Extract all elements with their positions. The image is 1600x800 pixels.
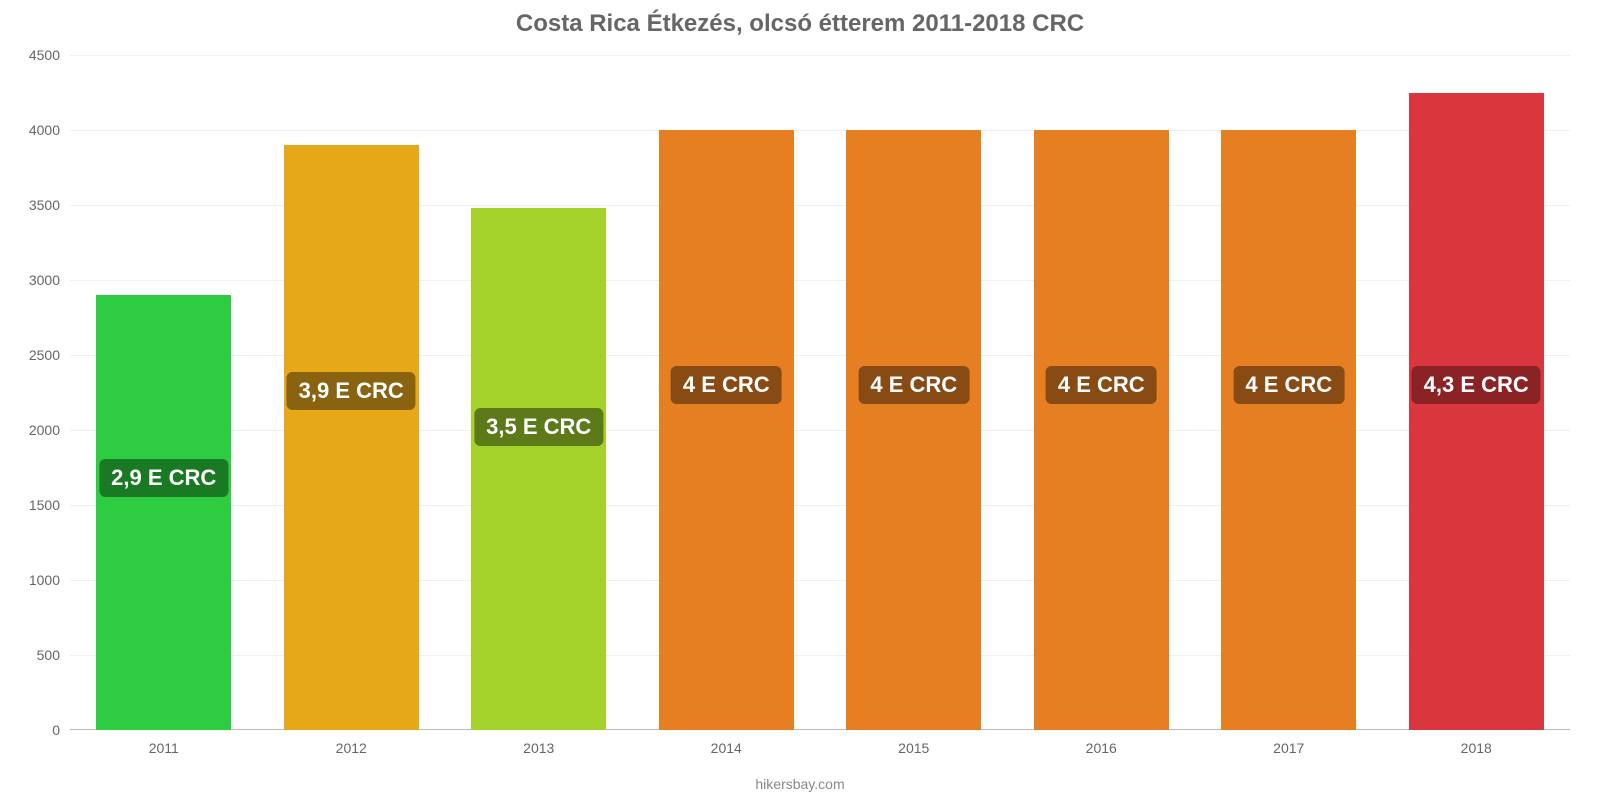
- x-tick-label: 2018: [1461, 730, 1492, 756]
- x-tick-label: 2017: [1273, 730, 1304, 756]
- y-tick-label: 3000: [29, 272, 70, 288]
- y-tick-label: 0: [52, 722, 70, 738]
- bar-value-label: 2,9 E CRC: [99, 459, 228, 497]
- x-tick-label: 2013: [523, 730, 554, 756]
- x-tick-label: 2015: [898, 730, 929, 756]
- bar: [96, 295, 231, 730]
- bar: [659, 130, 794, 730]
- bar-value-label: 4 E CRC: [671, 366, 782, 404]
- grid-line: [70, 55, 1570, 56]
- bar-chart: Costa Rica Étkezés, olcsó étterem 2011-2…: [0, 0, 1600, 800]
- x-tick-label: 2014: [711, 730, 742, 756]
- y-tick-label: 3500: [29, 197, 70, 213]
- attribution-text: hikersbay.com: [0, 776, 1600, 792]
- bar-value-label: 4 E CRC: [1233, 366, 1344, 404]
- plot-area: 0500100015002000250030003500400045002011…: [70, 55, 1570, 730]
- bar: [1221, 130, 1356, 730]
- y-tick-label: 4500: [29, 47, 70, 63]
- bar: [284, 145, 419, 730]
- y-tick-label: 4000: [29, 122, 70, 138]
- bar-value-label: 4 E CRC: [858, 366, 969, 404]
- y-tick-label: 2000: [29, 422, 70, 438]
- x-tick-label: 2016: [1086, 730, 1117, 756]
- bar-value-label: 4,3 E CRC: [1412, 366, 1541, 404]
- bar: [846, 130, 981, 730]
- chart-title: Costa Rica Étkezés, olcsó étterem 2011-2…: [0, 10, 1600, 38]
- bar: [1409, 93, 1544, 731]
- y-tick-label: 500: [37, 647, 70, 663]
- y-tick-label: 1000: [29, 572, 70, 588]
- x-tick-label: 2012: [336, 730, 367, 756]
- y-tick-label: 2500: [29, 347, 70, 363]
- bar: [1034, 130, 1169, 730]
- x-tick-label: 2011: [149, 730, 179, 756]
- bar-value-label: 3,5 E CRC: [474, 408, 603, 446]
- bar: [471, 208, 606, 730]
- y-tick-label: 1500: [29, 497, 70, 513]
- bar-value-label: 3,9 E CRC: [287, 372, 416, 410]
- bar-value-label: 4 E CRC: [1046, 366, 1157, 404]
